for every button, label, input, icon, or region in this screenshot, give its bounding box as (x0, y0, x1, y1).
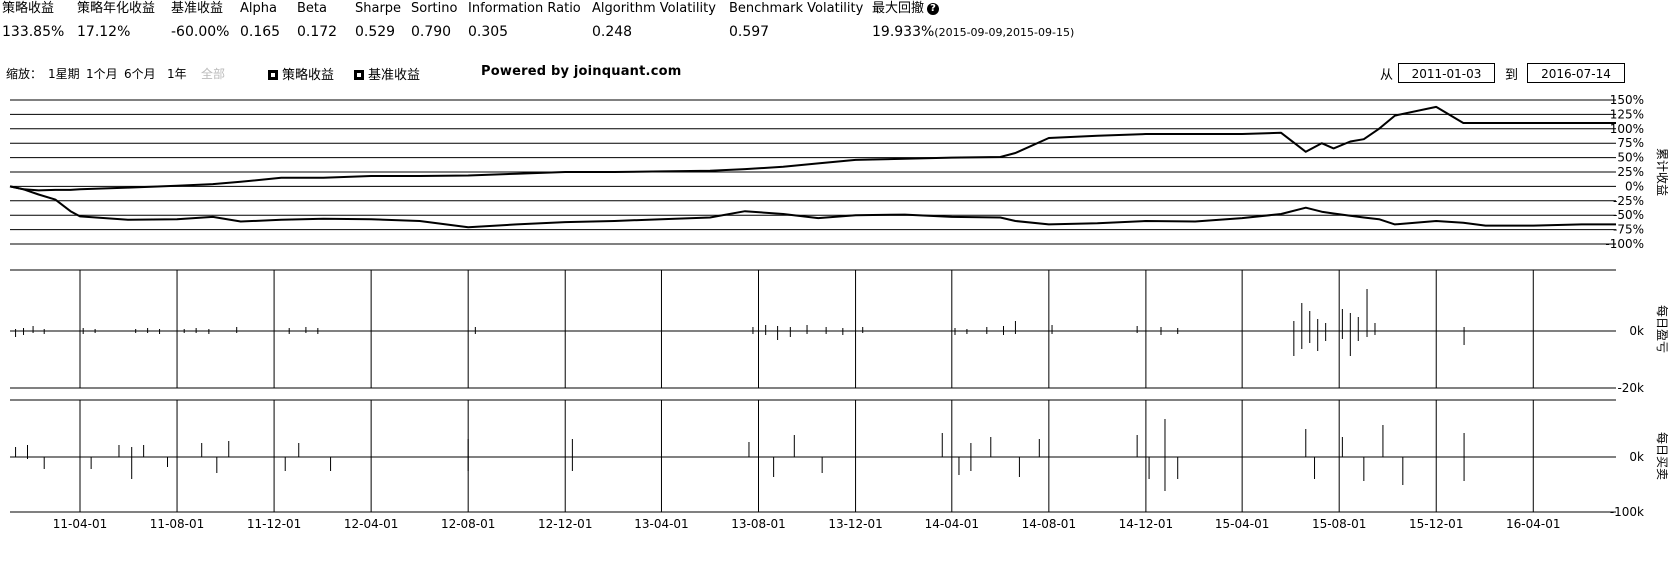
y-tick-label: -50% (1613, 208, 1644, 222)
stat-value: 0.597 (729, 24, 770, 40)
stat-label: 基准收益 (171, 1, 224, 16)
y-tick-label: -25% (1613, 194, 1644, 208)
legend-label: 基准收益 (368, 68, 421, 83)
zoom-all[interactable]: 全部 (201, 67, 226, 81)
stat-label: 最大回撤 (872, 1, 925, 16)
stat-label: Alpha (240, 1, 277, 16)
y-tick-label: 25% (1617, 165, 1644, 179)
stat-label: Benchmark Volatility (729, 1, 864, 16)
x-tick-label: 13-04-01 (634, 517, 688, 531)
x-tick-label: 12-04-01 (344, 517, 398, 531)
zoom-1-week[interactable]: 1星期 (48, 67, 80, 81)
stat-beta: Beta 0.172 (297, 0, 337, 42)
y-axis-label: 累计收益 (1655, 148, 1668, 196)
stat-annual-return: 策略年化收益 17.12% (77, 0, 155, 42)
stat-value: 0.248 (592, 24, 633, 40)
y-tick-label: 150% (1610, 93, 1644, 107)
legend-strategy-return[interactable]: 策略收益 (268, 64, 334, 83)
y-tick-label: 0% (1625, 179, 1644, 193)
x-tick-label: 13-12-01 (828, 517, 882, 531)
x-tick-label: 12-08-01 (441, 517, 495, 531)
stat-label: Beta (297, 1, 327, 16)
stat-information-ratio: Information Ratio 0.305 (468, 0, 581, 42)
stat-label: 策略收益 (2, 1, 55, 16)
cumulative-return-chart: 150%125%100%75%50%25%0%-25%-50%-75%-100%… (9, 93, 1668, 251)
y-tick-label: 100% (1610, 122, 1644, 136)
stat-value: 0.790 (411, 24, 452, 40)
x-tick-label: 15-08-01 (1312, 517, 1366, 531)
stat-value: 17.12% (77, 24, 131, 40)
stat-value: 19.933% (872, 24, 935, 40)
stat-algorithm-volatility: Algorithm Volatility 0.248 (592, 0, 716, 42)
drawdown-period: (2015-09-09,2015-09-15) (934, 26, 1075, 39)
x-tick-label: 14-12-01 (1119, 517, 1173, 531)
stat-value: 133.85% (2, 24, 65, 40)
y-axis-label: 每日盈亏 (1655, 305, 1668, 353)
x-tick-label: 11-12-01 (247, 517, 301, 531)
y-tick-label: 0k (1629, 450, 1644, 464)
x-tick-label: 11-08-01 (150, 517, 204, 531)
stat-max-drawdown: 最大回撤? 19.933%(2015-09-09,2015-09-15) (872, 0, 1074, 43)
y-tick-label: 0k (1629, 324, 1644, 338)
to-label: 到 (1505, 68, 1519, 83)
stat-value: 0.529 (355, 24, 396, 40)
stat-value: -60.00% (171, 24, 230, 40)
zoom-1-month[interactable]: 1个月 (86, 67, 118, 81)
daily-trade-chart: 0k -100k 每日买卖 (10, 399, 1668, 519)
x-tick-label: 13-08-01 (731, 517, 785, 531)
powered-by-link[interactable]: Powered by joinquant.com (481, 64, 682, 79)
y-tick-label: -100k (1610, 505, 1644, 519)
x-axis: 11-04-01 11-08-01 11-12-01 12-04-01 12-08-01… (53, 517, 1561, 531)
x-tick-label: 16-04-01 (1506, 517, 1560, 531)
y-tick-label: -20k (1617, 381, 1644, 395)
stat-sharpe: Sharpe 0.529 (355, 0, 401, 42)
x-tick-label: 14-04-01 (925, 517, 979, 531)
stat-benchmark-return: 基准收益 -60.00% (171, 0, 229, 42)
x-tick-label: 11-04-01 (53, 517, 107, 531)
help-icon[interactable]: ? (927, 3, 940, 15)
stat-value: 0.165 (240, 24, 281, 40)
stat-label: Sortino (411, 1, 458, 16)
legend-marker-icon (354, 70, 364, 80)
x-tick-label: 12-12-01 (538, 517, 592, 531)
zoom-6-months[interactable]: 6个月 (124, 67, 156, 81)
from-date-input[interactable]: 2011-01-03 (1398, 63, 1495, 83)
x-tick-label: 14-08-01 (1022, 517, 1076, 531)
x-tick-label: 15-12-01 (1409, 517, 1463, 531)
legend-marker-icon (268, 70, 278, 80)
y-tick-label: 50% (1617, 151, 1644, 165)
stat-strategy-return: 策略收益 133.85% (2, 0, 64, 42)
stat-alpha: Alpha 0.165 (240, 0, 280, 42)
legend-benchmark-return[interactable]: 基准收益 (354, 64, 420, 83)
to-date-input[interactable]: 2016-07-14 (1527, 63, 1625, 83)
y-axis-label: 每日买卖 (1655, 432, 1668, 480)
series-line-strategy (9, 105, 1616, 192)
stat-label: Information Ratio (468, 1, 581, 16)
daily-pnl-chart: 0k -20k 每日盈亏 (10, 269, 1668, 395)
x-tick-label: 15-04-01 (1215, 517, 1269, 531)
stat-sortino: Sortino 0.790 (411, 0, 457, 42)
stat-value: 0.172 (297, 24, 338, 40)
zoom-1-year[interactable]: 1年 (167, 67, 187, 81)
zoom-label: 缩放： (6, 67, 43, 81)
from-label: 从 (1380, 68, 1394, 83)
y-tick-label: -100% (1605, 237, 1644, 251)
stat-label: 策略年化收益 (77, 1, 156, 16)
stat-label: Algorithm Volatility (592, 1, 716, 16)
series-line-benchmark (9, 185, 1616, 229)
legend-label: 策略收益 (282, 68, 335, 83)
chart-toolbar: 缩放： 1星期 1个月 6个月 1年 全部 策略收益 基准收益 Powered … (0, 60, 1668, 86)
stat-benchmark-volatility: Benchmark Volatility 0.597 (729, 0, 863, 42)
y-tick-label: 75% (1617, 136, 1644, 150)
stat-value: 0.305 (468, 24, 509, 40)
y-tick-label: -75% (1613, 223, 1644, 237)
stat-label: Sharpe (355, 1, 402, 16)
y-tick-label: 125% (1610, 107, 1644, 121)
